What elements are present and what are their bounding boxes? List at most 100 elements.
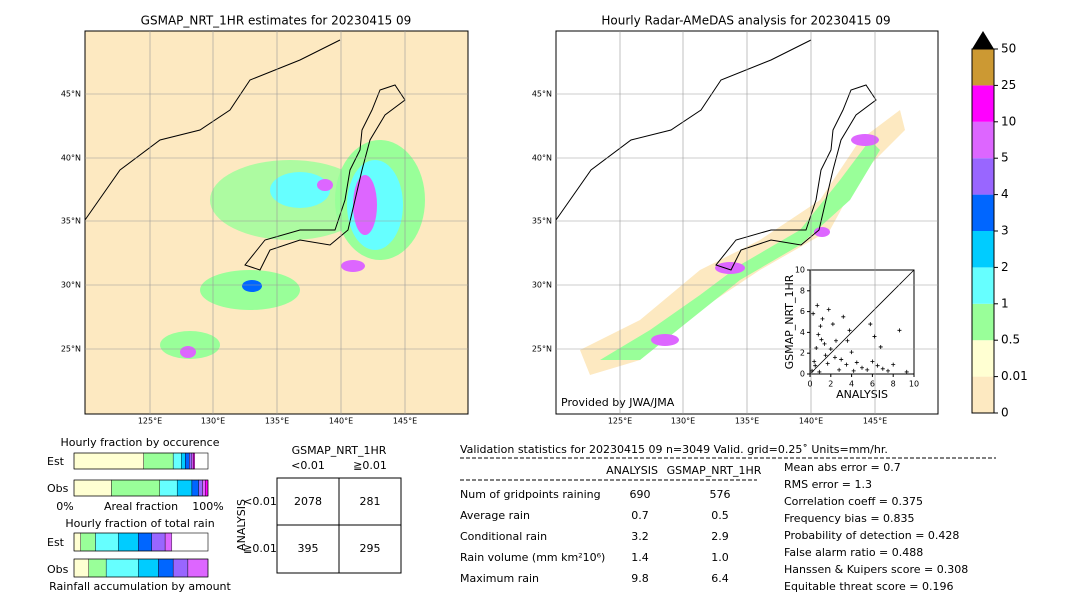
scatter-point — [837, 367, 842, 372]
fraction-segment — [138, 532, 152, 552]
colorbar-label: 4 — [1001, 187, 1009, 201]
scatter-point — [830, 322, 835, 327]
fraction-segment — [73, 452, 144, 470]
scatter-point — [819, 337, 824, 342]
map-decoration — [84, 39, 905, 375]
y-tick-label: 6 — [800, 307, 805, 316]
panel-title: Hourly fraction of total rain — [65, 517, 214, 530]
fraction-segment — [95, 532, 119, 552]
fraction-segment — [105, 558, 139, 578]
colorbar-label: 0.5 — [1001, 333, 1020, 347]
colorbar-label: 50 — [1001, 42, 1016, 56]
col-label: GSMAP_NRT_1HR — [667, 464, 762, 477]
lat-label: 35°N — [61, 217, 81, 226]
credit: Provided by JWA/JMA — [561, 396, 675, 409]
scatter-point — [880, 366, 885, 371]
stat-value: 576 — [710, 488, 731, 501]
scatter-point — [849, 350, 854, 355]
scatter-point — [875, 363, 880, 368]
fraction-segment — [158, 558, 174, 578]
y-tick-label: 4 — [800, 328, 805, 337]
row-label: Obs — [47, 482, 69, 495]
scatter-point — [865, 367, 870, 372]
fraction-segment — [73, 532, 81, 552]
lon-label: 135°E — [265, 417, 289, 426]
lon-label: 145°E — [393, 417, 417, 426]
axis-label: 100% — [192, 500, 223, 513]
fraction-segment — [80, 532, 96, 552]
stat-value: 1.0 — [711, 551, 729, 564]
x-tick-label: 6 — [870, 380, 875, 389]
colorbar-segment — [972, 231, 994, 268]
x-tick-label: 0 — [807, 380, 812, 389]
score: Probability of detection = 0.428 — [784, 529, 959, 542]
colorbar-segment — [972, 158, 994, 195]
stat-label: Rain volume (mm km²10⁶) — [460, 551, 605, 564]
colorbar-label: 2 — [1001, 260, 1009, 274]
scatter-point — [813, 363, 818, 368]
colorbar-segment — [972, 340, 994, 377]
y-tick-label: 10 — [795, 266, 805, 275]
scatter-point — [870, 359, 875, 364]
scatter-point — [832, 355, 837, 360]
x-tick-label: 8 — [891, 380, 896, 389]
bar-frame — [73, 479, 209, 497]
scatter-point — [812, 359, 817, 364]
fraction-segment — [180, 452, 186, 470]
map-title: Hourly Radar-AMeDAS analysis for 2023041… — [601, 14, 890, 28]
lat-label: 45°N — [532, 90, 552, 99]
stat-value: 2.9 — [711, 530, 729, 543]
bar-frame — [73, 452, 209, 470]
score: Hanssen & Kuipers score = 0.308 — [784, 563, 968, 576]
col-label: ANALYSIS — [606, 464, 658, 477]
lat-label: 30°N — [61, 281, 81, 290]
stat-value: 6.4 — [711, 572, 729, 585]
fraction-segment — [172, 558, 189, 578]
fraction-segment — [159, 479, 178, 497]
row-axis-label: ANALYSIS — [235, 499, 248, 551]
scatter-point — [811, 311, 816, 316]
fraction-segment — [88, 558, 107, 578]
score: Frequency bias = 0.835 — [784, 512, 915, 525]
fraction-segment — [185, 452, 190, 470]
row-label: Est — [47, 536, 65, 549]
fraction-segment — [198, 479, 203, 497]
colorbar-segment — [972, 267, 994, 304]
x-tick-label: 4 — [849, 380, 854, 389]
fraction-segment — [151, 532, 166, 552]
stat-value: 3.2 — [631, 530, 649, 543]
fraction-segment — [189, 452, 193, 470]
diagonal — [809, 269, 915, 375]
stat-value: 0.5 — [711, 509, 729, 522]
lon-label: 125°E — [138, 417, 162, 426]
row-label: ≧0.01 — [243, 542, 277, 555]
lon-label: 130°E — [671, 417, 695, 426]
scatter-point — [820, 316, 825, 321]
score: Correlation coeff = 0.375 — [784, 495, 923, 508]
colorbar-label: 0.01 — [1001, 369, 1028, 383]
score: False alarm ratio = 0.488 — [784, 546, 923, 559]
colorbar-segment — [972, 376, 994, 413]
colorbar-label: 1 — [1001, 296, 1009, 310]
scatter-point — [818, 324, 823, 329]
lon-label: 140°E — [799, 417, 823, 426]
fraction-segment — [205, 479, 209, 497]
fraction-segment — [176, 479, 193, 497]
axis-label: Areal fraction — [104, 500, 178, 513]
lon-label: 135°E — [735, 417, 759, 426]
fraction-segment — [118, 532, 139, 552]
stat-value: 9.8 — [631, 572, 649, 585]
lat-label: 40°N — [61, 154, 81, 163]
col-label: ≧0.01 — [353, 459, 387, 472]
x-axis-label: ANALYSIS — [836, 388, 888, 401]
scatter-point — [826, 307, 831, 312]
cell: 2078 — [294, 495, 322, 508]
lon-label: 140°E — [329, 417, 353, 426]
map-title: GSMAP_NRT_1HR estimates for 20230415 09 — [141, 14, 412, 28]
x-tick-label: 2 — [828, 380, 833, 389]
cell: 395 — [298, 542, 319, 555]
stat-value: 1.4 — [631, 551, 649, 564]
scatter-point — [844, 362, 849, 367]
lat-label: 25°N — [532, 345, 552, 354]
